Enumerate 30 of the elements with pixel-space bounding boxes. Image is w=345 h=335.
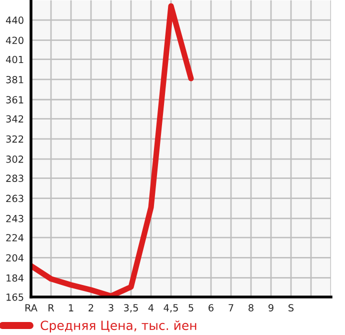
x-tick-label: 8 bbox=[248, 304, 254, 312]
y-tick-label: 263 bbox=[6, 194, 24, 202]
y-tick-label: 342 bbox=[6, 115, 24, 123]
x-tick-label: R bbox=[48, 304, 54, 312]
y-tick-label: 302 bbox=[6, 156, 24, 163]
x-tick-label: 9 bbox=[268, 304, 274, 312]
y-tick-label: 381 bbox=[6, 76, 24, 84]
y-tick-label: 184 bbox=[6, 274, 24, 282]
y-tick-label: 401 bbox=[6, 56, 24, 64]
y-tick-label: 420 bbox=[6, 36, 24, 44]
legend-label: Средняя Цена, тыс. йен bbox=[40, 320, 196, 332]
x-tick-label: 4 bbox=[148, 304, 154, 312]
x-tick-label: 3 bbox=[108, 304, 114, 312]
x-tick-label: 3,5 bbox=[124, 304, 138, 312]
x-tick-label: RA bbox=[25, 304, 38, 312]
y-tick-label: 165 bbox=[6, 293, 24, 301]
y-tick-label: 204 bbox=[6, 254, 24, 262]
x-tick-label: 6 bbox=[208, 304, 214, 312]
x-tick-label: S bbox=[288, 304, 294, 312]
y-tick-label: 322 bbox=[6, 135, 24, 143]
y-tick-label: 440 bbox=[6, 16, 24, 24]
y-tick-label: 224 bbox=[6, 234, 24, 242]
y-tick-label: 361 bbox=[6, 96, 24, 104]
x-tick-label: 1 bbox=[68, 304, 74, 312]
x-tick-label: 7 bbox=[228, 304, 234, 312]
y-tick-label: 283 bbox=[6, 174, 24, 182]
y-tick-label: 243 bbox=[6, 214, 24, 222]
x-tick-label: 2 bbox=[88, 304, 94, 312]
x-tick-label: 4,5 bbox=[164, 304, 178, 312]
x-tick-label: 5 bbox=[188, 304, 194, 312]
